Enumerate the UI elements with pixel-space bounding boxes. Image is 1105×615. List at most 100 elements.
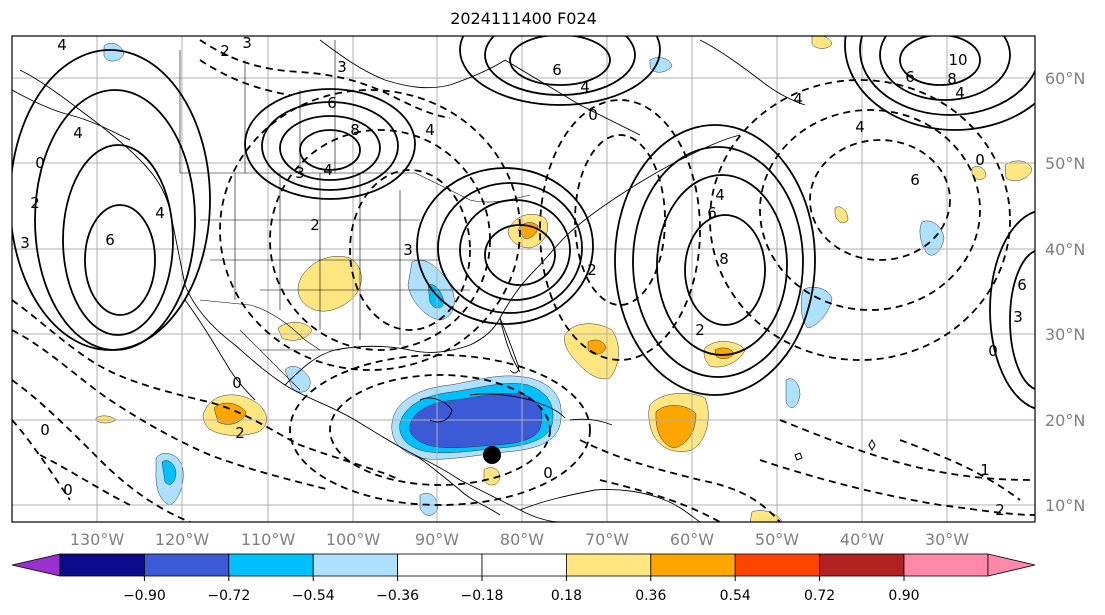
contour-label: 6 <box>327 94 337 112</box>
contour-dashed-2 <box>12 329 331 491</box>
contour-label: 3 <box>242 34 252 52</box>
positive-region-leeward-inner <box>655 405 697 449</box>
coast-south-america <box>519 489 701 522</box>
colorbar-tick-label: 0.54 <box>720 588 751 604</box>
colorbar-tick-label: −0.90 <box>123 588 166 604</box>
contour-solid-canada-1 <box>299 129 361 171</box>
colorbar-seg-3 <box>228 553 314 577</box>
colorbar-extend-max <box>987 553 1036 577</box>
coast-central-america <box>414 454 501 516</box>
contour-label: 3 <box>403 241 413 259</box>
colorbar-tick-label: 0.72 <box>804 588 835 604</box>
lat-label-60n: 60°N <box>1045 69 1085 88</box>
contour-dashed-3 <box>12 379 191 522</box>
coast-baja <box>184 299 256 401</box>
location-marker <box>483 446 501 464</box>
contour-label: 0 <box>63 481 73 499</box>
contour-dashed-south-low-1 <box>329 374 551 486</box>
graticule <box>12 36 1035 522</box>
colorbar-seg-8 <box>650 553 736 577</box>
contour-solid-east-2 <box>459 199 571 301</box>
lon-label-80w: 80°W <box>500 530 544 549</box>
colorbar-tick-label: −0.72 <box>207 588 250 604</box>
contour-label: 2 <box>310 216 320 234</box>
contour-label: 6 <box>105 231 115 249</box>
contour-label: 3 <box>1013 308 1023 326</box>
positive-region-east-3 <box>834 206 849 224</box>
contour-label: 2 <box>695 321 705 339</box>
contour-dashed-gap-2 <box>269 129 491 351</box>
positive-region-texas <box>277 322 313 341</box>
contour-label: 4 <box>425 121 435 139</box>
colorbar-ticks <box>143 576 905 581</box>
lon-label-50w: 50°W <box>755 530 799 549</box>
contour-label: 0 <box>543 464 553 482</box>
colorbar-tick-label: −0.36 <box>376 588 419 604</box>
contour-dashed-carib-1 <box>579 439 781 522</box>
coast-labrador <box>504 59 641 136</box>
coast-cuba <box>469 393 566 419</box>
colorbar-seg-9 <box>734 553 821 577</box>
contour-solid-west-2 <box>62 144 174 336</box>
colorbar-tick-label: 0.90 <box>888 588 919 604</box>
contour-dashed-atl-gap-2 <box>539 99 701 361</box>
contour-dashed-south-east-2 <box>759 459 1035 516</box>
lon-label-100w: 100°W <box>326 530 381 549</box>
contour-label: 0 <box>35 154 45 172</box>
contour-dashed-south-east-3 <box>899 439 1021 501</box>
negative-region-mexico <box>284 366 311 393</box>
contour-solid-canada-4 <box>244 88 416 200</box>
colorbar-seg-5 <box>397 553 483 577</box>
contour-solid-west-4 <box>12 49 211 351</box>
contour-label: 4 <box>793 90 803 108</box>
contour-dashed-1 <box>12 299 401 481</box>
lon-label-120w: 120°W <box>155 530 210 549</box>
contour-label: 4 <box>955 84 965 102</box>
contour-solid-atlantic-4 <box>614 124 816 396</box>
contour-label: 6 <box>1017 276 1027 294</box>
lon-label-40w: 40°W <box>840 530 884 549</box>
negative-region-pacific-inner <box>161 460 177 485</box>
contour-solid-north-3 <box>459 36 661 106</box>
contour-dashed-south-east-1 <box>779 419 1035 481</box>
lat-label-20n: 20°N <box>1045 411 1085 430</box>
contour-label: 2 <box>587 261 597 279</box>
contour-label: 4 <box>73 124 83 142</box>
contour-solid-north-2 <box>484 36 636 96</box>
coast-florida <box>499 317 519 374</box>
lat-label-40n: 40°N <box>1045 240 1085 259</box>
negative-region-top <box>103 43 125 62</box>
solid-contours <box>12 36 1035 410</box>
contour-label: 0 <box>975 151 985 169</box>
colorbar <box>11 553 1036 577</box>
coast-alaska <box>12 89 131 141</box>
contour-label: 10 <box>948 51 967 69</box>
colorbar-tick-label: 0.36 <box>635 588 666 604</box>
longitude-labels: 130°W 120°W 110°W 100°W 90°W 80°W 70°W 6… <box>70 530 969 549</box>
contour-dashed-north-1 <box>199 39 451 119</box>
negative-region-atlantic-1 <box>800 287 833 329</box>
contour-label: 4 <box>155 204 165 222</box>
colorbar-seg-4 <box>312 553 399 577</box>
lon-label-90w: 90°W <box>415 530 459 549</box>
colorbar-seg-7 <box>566 553 652 577</box>
contour-label: 0 <box>40 421 50 439</box>
thin-contours <box>794 439 876 461</box>
colorbar-tick-labels: −0.90 −0.72 −0.54 −0.36 −0.18 0.18 0.36 … <box>123 588 920 604</box>
coast-west-north-america <box>19 69 561 522</box>
colorbar-tick-label: 0.18 <box>551 588 582 604</box>
map-frame <box>11 35 1036 523</box>
contour-solid-atlantic-3 <box>632 146 804 378</box>
contour-label: 6 <box>905 68 915 86</box>
colorbar-extend-min <box>11 553 61 577</box>
contour-dashed-atl-gap-1 <box>574 134 666 306</box>
lat-label-30n: 30°N <box>1045 325 1085 344</box>
coast-hispaniola <box>569 418 613 426</box>
latitude-labels: 60°N 50°N 40°N 30°N 20°N 10°N <box>1045 69 1085 515</box>
lon-label-30w: 30°W <box>925 530 969 549</box>
lon-label-70w: 70°W <box>585 530 629 549</box>
coast-gulf <box>284 316 521 386</box>
contour-solid-ne-2 <box>879 36 1011 101</box>
colorbar-seg-6 <box>481 553 567 577</box>
contour-label: 8 <box>350 121 360 139</box>
